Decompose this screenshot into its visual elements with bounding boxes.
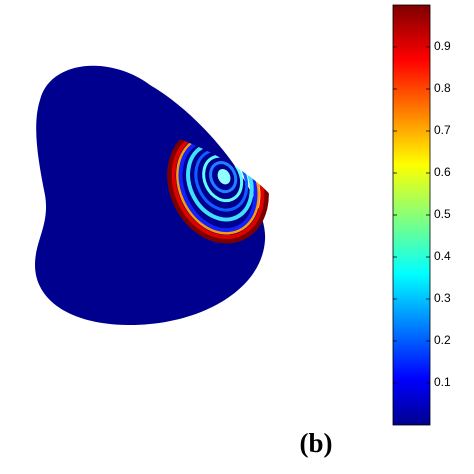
tick-label: 0.3 [434,291,451,305]
panel-label: (b) [300,428,333,458]
tick-label: 0.8 [434,81,451,95]
tick-label: 0.9 [434,39,451,53]
domain [35,65,266,325]
tick-label: 0.4 [434,249,451,263]
colorbar [392,4,431,426]
field [35,65,269,325]
tick-label: 0.5 [434,207,451,221]
colorbar-ticks: 0.1 0.2 0.3 0.4 0.5 0.6 0.7 0.8 0.9 [393,39,451,389]
tick-label: 0.1 [434,375,451,389]
tick-label: 0.6 [434,165,451,179]
tick-label: 0.2 [434,333,451,347]
tick-label: 0.7 [434,123,451,137]
